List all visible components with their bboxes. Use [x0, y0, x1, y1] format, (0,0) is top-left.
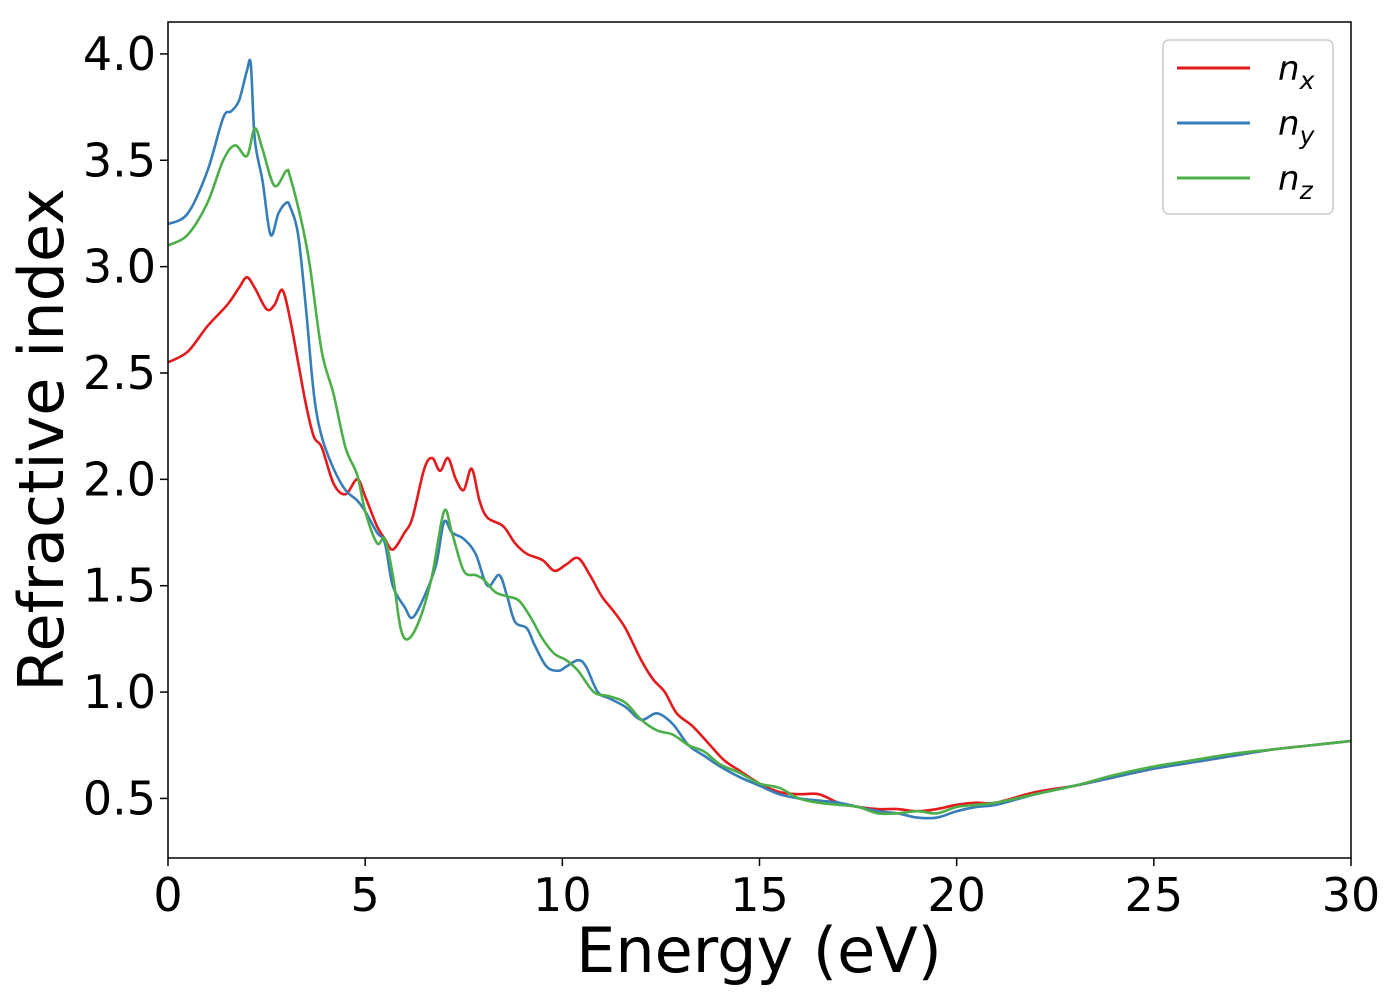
- x-tick-label: 0: [153, 868, 182, 922]
- legend-label: nx: [1278, 49, 1315, 95]
- y-tick-label: 0.5: [83, 771, 156, 825]
- y-tick-label: 3.5: [83, 133, 156, 187]
- x-axis-title: Energy (eV): [576, 914, 942, 987]
- x-tick-label: 5: [351, 868, 380, 922]
- x-axis-ticks: 0 5 10 15 20 25 30: [153, 858, 1380, 922]
- y-axis-ticks: 0.5 1.0 1.5 2.0 2.5 3.0 3.5 4.0: [83, 27, 168, 825]
- y-tick-label: 2.5: [83, 346, 156, 400]
- legend: nx ny nz: [1162, 39, 1334, 215]
- series-line-x: [168, 275, 1351, 813]
- legend-box: [1162, 39, 1334, 215]
- x-tick-label: 25: [1125, 868, 1184, 922]
- series-line-y: [168, 58, 1351, 820]
- x-tick-label: 20: [927, 868, 986, 922]
- legend-entry-y: ny: [1177, 104, 1316, 150]
- y-tick-label: 4.0: [83, 27, 156, 81]
- legend-label: nz: [1278, 159, 1314, 205]
- legend-entry-x: nx: [1177, 49, 1315, 95]
- series-layer: [168, 58, 1351, 820]
- y-tick-label: 3.0: [83, 240, 156, 294]
- x-tick-label: 10: [533, 868, 592, 922]
- x-tick-label: 15: [730, 868, 789, 922]
- legend-entry-z: nz: [1177, 159, 1314, 205]
- y-tick-label: 1.5: [83, 559, 156, 613]
- legend-label: ny: [1278, 104, 1316, 150]
- y-tick-label: 1.0: [83, 665, 156, 719]
- x-tick-label: 30: [1322, 868, 1381, 922]
- y-tick-label: 2.0: [83, 452, 156, 506]
- series-line-z: [168, 127, 1351, 816]
- y-axis-title: Refractive index: [5, 188, 78, 692]
